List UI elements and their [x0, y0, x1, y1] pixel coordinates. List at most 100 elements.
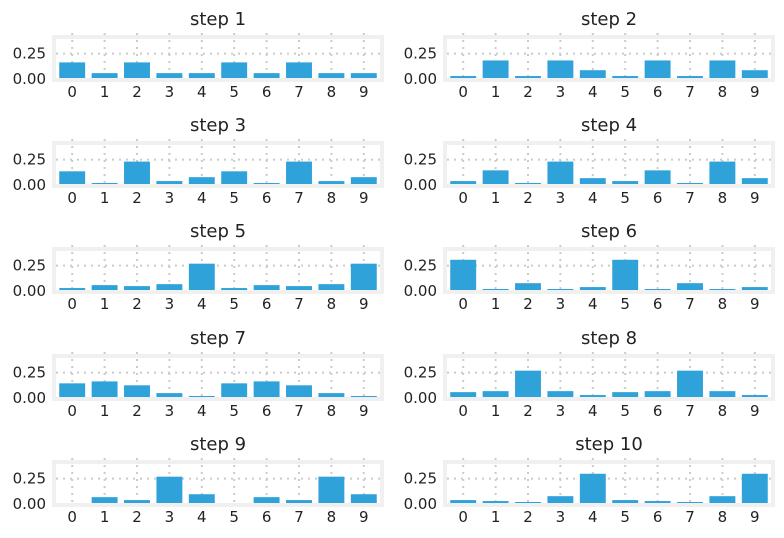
- xtick-label: 4: [197, 189, 207, 207]
- xtick-label: 5: [229, 402, 239, 420]
- ytick-label: 0.25: [404, 257, 437, 275]
- xtick-label: 1: [100, 295, 110, 313]
- bar-1: [482, 60, 509, 78]
- xtick-label: 6: [653, 83, 663, 101]
- bar-4: [579, 70, 606, 78]
- ytick-label: 0.00: [404, 176, 437, 194]
- bar-0: [59, 171, 86, 184]
- xtick-label: 7: [685, 402, 695, 420]
- bar-4: [579, 178, 606, 184]
- bar-7: [677, 183, 703, 184]
- xtick-label: 2: [132, 295, 142, 313]
- xtick-label: 5: [620, 402, 630, 420]
- xtick-label: 6: [262, 402, 272, 420]
- xtick-label: 1: [100, 83, 110, 101]
- bar-6: [644, 501, 671, 503]
- xtick-label: 7: [294, 83, 304, 101]
- xtick-label: 2: [132, 83, 142, 101]
- subplot-title: step 7: [190, 328, 246, 349]
- ytick-label: 0.25: [404, 151, 437, 169]
- ytick-label: 0.25: [13, 470, 46, 488]
- bar-2: [515, 502, 541, 503]
- bar-3: [547, 289, 574, 290]
- bar-5: [221, 383, 248, 397]
- xtick-label: 6: [653, 508, 663, 526]
- xtick-label: 1: [491, 189, 501, 207]
- bar-7: [286, 286, 312, 290]
- subplot-step-2: 0.25 0.00 0 1 2 3 4 5 6 7 8 9 step 2: [404, 9, 775, 101]
- xtick-label: 1: [491, 508, 501, 526]
- ytick-label: 0.25: [13, 257, 46, 275]
- xtick-label: 1: [491, 295, 501, 313]
- subplot-step-3: 0.25 0.00 0 1 2 3 4 5 6 7 8 9 step 3: [13, 115, 384, 207]
- bar-6: [253, 381, 280, 397]
- ytick-label: 0.00: [13, 282, 46, 300]
- bar-1: [482, 289, 509, 290]
- bar-7: [677, 502, 703, 503]
- xtick-label: 7: [685, 508, 695, 526]
- bar-3: [156, 476, 183, 503]
- xtick-label: 0: [458, 402, 468, 420]
- xtick-label: 7: [685, 189, 695, 207]
- bar-2: [515, 183, 541, 184]
- bar-5: [612, 500, 639, 503]
- xtick-label: 5: [620, 83, 630, 101]
- plot-area: [56, 145, 380, 184]
- subplot-step-1: 0.25 0.00 0 1 2 3 4 5 6 7 8 9 step 1: [13, 9, 384, 101]
- xtick-label: 8: [718, 295, 728, 313]
- xtick-label: 7: [294, 508, 304, 526]
- plot-area: [56, 39, 380, 78]
- xtick-label: 6: [653, 402, 663, 420]
- xtick-label: 3: [165, 295, 175, 313]
- bar-8: [318, 476, 345, 503]
- xtick-label: 5: [229, 295, 239, 313]
- bar-9: [350, 177, 377, 184]
- xtick-label: 8: [718, 83, 728, 101]
- xtick-label: 8: [718, 402, 728, 420]
- bar-1: [482, 501, 509, 503]
- bar-4: [579, 287, 606, 290]
- bar-8: [709, 161, 736, 184]
- ytick-label: 0.25: [404, 364, 437, 382]
- bar-9: [350, 263, 377, 290]
- bar-3: [156, 393, 183, 397]
- xtick-label: 6: [262, 508, 272, 526]
- bar-9: [741, 70, 768, 78]
- bar-8: [318, 181, 345, 184]
- xtick-label: 1: [100, 402, 110, 420]
- bar-9: [741, 473, 768, 503]
- bar-2: [515, 283, 541, 290]
- bar-1: [91, 497, 118, 503]
- bar-7: [677, 283, 703, 290]
- ytick-label: 0.25: [13, 45, 46, 63]
- xtick-label: 2: [523, 402, 533, 420]
- xtick-label: 4: [588, 83, 598, 101]
- subplot-title: step 2: [581, 9, 637, 30]
- xtick-label: 9: [750, 295, 760, 313]
- xtick-label: 4: [197, 508, 207, 526]
- bar-3: [547, 161, 574, 184]
- xtick-label: 0: [67, 189, 77, 207]
- bar-2: [515, 76, 541, 78]
- xtick-label: 2: [523, 508, 533, 526]
- bar-0: [59, 62, 86, 78]
- ytick-label: 0.00: [404, 389, 437, 407]
- xtick-label: 3: [556, 189, 566, 207]
- xtick-label: 0: [458, 295, 468, 313]
- bar-5: [612, 181, 639, 184]
- ytick-label: 0.00: [404, 495, 437, 513]
- subplot-step-6: 0.25 0.00 0 1 2 3 4 5 6 7 8 9 step 6: [404, 221, 775, 313]
- bar-8: [318, 73, 345, 78]
- bar-6: [644, 170, 671, 184]
- xtick-label: 2: [523, 295, 533, 313]
- xtick-label: 9: [750, 189, 760, 207]
- xtick-label: 2: [523, 83, 533, 101]
- xtick-label: 8: [327, 189, 337, 207]
- bar-9: [350, 73, 377, 78]
- xtick-label: 3: [556, 508, 566, 526]
- bar-2: [124, 500, 150, 503]
- xtick-label: 3: [556, 295, 566, 313]
- xtick-label: 0: [67, 83, 77, 101]
- bar-3: [547, 60, 574, 78]
